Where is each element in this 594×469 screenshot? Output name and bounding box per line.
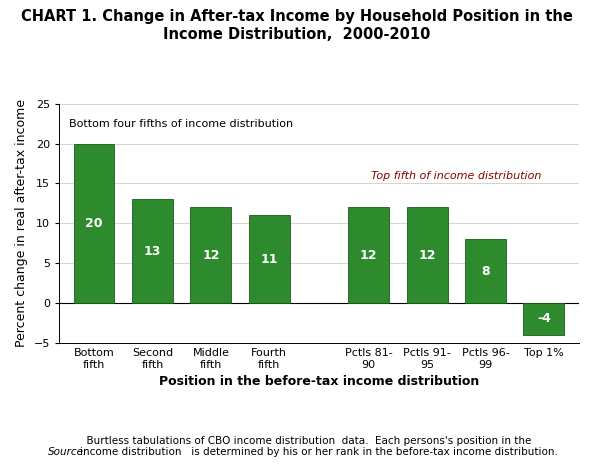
X-axis label: Position in the before-tax income distribution: Position in the before-tax income distri… bbox=[159, 375, 479, 388]
Text: Bottom four fifths of income distribution: Bottom four fifths of income distributio… bbox=[69, 120, 293, 129]
Text: 13: 13 bbox=[144, 245, 161, 257]
Bar bbox=[465, 239, 506, 303]
Bar bbox=[132, 199, 173, 303]
Text: 12: 12 bbox=[202, 249, 220, 262]
Bar bbox=[348, 207, 389, 303]
Text: CHART 1. Change in After-tax Income by Household Position in the
Income Distribu: CHART 1. Change in After-tax Income by H… bbox=[21, 9, 573, 42]
Text: Source:: Source: bbox=[48, 447, 87, 457]
Bar bbox=[74, 144, 115, 303]
Text: 12: 12 bbox=[360, 249, 377, 262]
Text: Top fifth of income distribution: Top fifth of income distribution bbox=[371, 171, 541, 181]
Text: Burtless tabulations of CBO income distribution  data.  Each persons's position : Burtless tabulations of CBO income distr… bbox=[80, 436, 558, 457]
Y-axis label: Percent change in real after-tax income: Percent change in real after-tax income bbox=[15, 99, 28, 347]
Bar bbox=[191, 207, 231, 303]
Text: 11: 11 bbox=[261, 253, 278, 265]
Bar bbox=[249, 215, 290, 303]
Bar bbox=[407, 207, 447, 303]
Bar bbox=[523, 303, 564, 335]
Text: 8: 8 bbox=[481, 265, 490, 278]
Text: 20: 20 bbox=[86, 217, 103, 230]
Text: -4: -4 bbox=[537, 312, 551, 325]
Text: 12: 12 bbox=[418, 249, 436, 262]
